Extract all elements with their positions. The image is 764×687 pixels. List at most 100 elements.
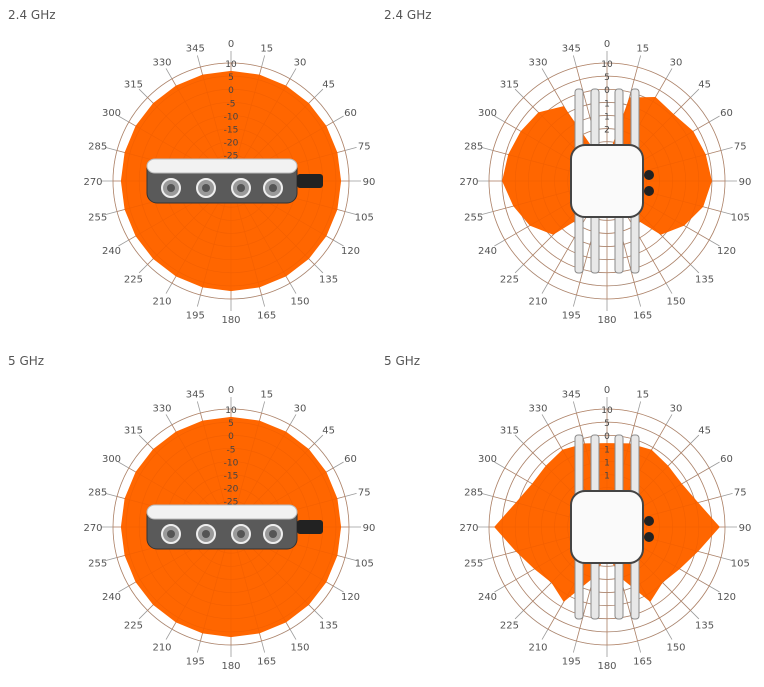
angular-tick-label: 120 [341, 592, 360, 603]
angular-tick-label: 45 [698, 425, 711, 436]
angular-tick-label: 60 [720, 454, 733, 465]
angular-tick-label: 285 [88, 141, 107, 152]
radial-tick-label: 10 [601, 406, 613, 416]
angular-tick-label: 60 [720, 108, 733, 119]
angular-tick-label: 180 [597, 661, 616, 672]
angular-tick-label: 105 [355, 213, 374, 224]
radial-tick-label: 0 [228, 432, 234, 442]
radial-tick-label: -15 [224, 126, 239, 136]
angular-tick-label: 270 [459, 523, 478, 534]
radial-tick-label: 10 [225, 406, 237, 416]
angular-tick-label: 255 [464, 213, 483, 224]
grid-ring [527, 101, 687, 261]
panel-title: 5 GHz [8, 354, 45, 368]
grid-ring [514, 434, 700, 620]
angular-tick-label: 210 [152, 297, 171, 308]
radial-tick-label: 1 [604, 99, 610, 109]
grid-ring [501, 75, 713, 287]
angular-tick-label: 60 [344, 108, 357, 119]
radial-tick-label: 2 [604, 126, 610, 136]
angular-tick-label: 165 [633, 310, 652, 321]
grid-ring [112, 408, 350, 646]
angular-tick-label: 225 [124, 621, 143, 632]
radial-tick-label: 5 [228, 419, 234, 429]
angular-tick-label: 240 [102, 592, 121, 603]
radial-tick-label: -25 [224, 152, 239, 162]
polar-chart: 1050-5-10-15-20-25-300153045607590105120… [83, 39, 375, 326]
angular-tick-label: 135 [319, 275, 338, 286]
angular-tick-label: 0 [604, 39, 610, 50]
panel-title: 5 GHz [384, 354, 421, 368]
angular-tick-label: 0 [228, 39, 234, 50]
angular-tick-label: 285 [464, 141, 483, 152]
angular-tick-label: 285 [464, 487, 483, 498]
access-point-image [146, 504, 323, 550]
angular-tick-label: 135 [695, 275, 714, 286]
angular-tick-label: 345 [186, 390, 205, 401]
angular-tick-label: 15 [636, 390, 649, 401]
grid-ring [514, 88, 700, 274]
chart-panel-2: 2.4 GHz 10 5 0 1 1 2 0 15 30 45 60 75 90 105 120 135 150… [376, 0, 758, 341]
radial-tick-label: -15 [224, 472, 239, 482]
grid-ring [125, 421, 337, 633]
radial-tick-label: -10 [224, 112, 239, 122]
angular-tick-label: 315 [124, 79, 143, 90]
grid-ring [541, 461, 673, 593]
angular-tick-label: 150 [666, 643, 685, 654]
angular-tick-label: 30 [294, 58, 307, 69]
angular-tick-label: 210 [152, 643, 171, 654]
angular-tick-label: 165 [257, 310, 276, 321]
angular-tick-label: 315 [500, 79, 519, 90]
angular-tick-label: 255 [464, 559, 483, 570]
grid-ring [112, 62, 350, 300]
radial-tick-label: 10 [601, 60, 613, 70]
angular-tick-label: 135 [695, 621, 714, 632]
grid-ring [554, 128, 660, 234]
angular-tick-label: 240 [478, 246, 497, 257]
angular-tick-label: 225 [500, 621, 519, 632]
radial-tick-label: -20 [224, 139, 239, 149]
angular-tick-label: 105 [731, 213, 750, 224]
radial-tick-label: -25 [224, 498, 239, 508]
angular-tick-label: 90 [739, 523, 752, 534]
access-point-image [570, 88, 654, 274]
angular-tick-label: 120 [341, 246, 360, 257]
panel-title: 2.4 GHz [384, 8, 432, 22]
radial-tick-label: 5 [604, 73, 610, 83]
angular-tick-label: 105 [731, 559, 750, 570]
panel-title: 2.4 GHz [8, 8, 56, 22]
angular-tick-label: 0 [604, 385, 610, 396]
grid-ring [527, 447, 687, 607]
radial-tick-label: 10 [225, 60, 237, 70]
radial-tick-label: 5 [604, 419, 610, 429]
angular-tick-label: 120 [717, 592, 736, 603]
angular-tick-label: 165 [257, 656, 276, 667]
angular-tick-label: 75 [734, 141, 747, 152]
grid-ring [554, 474, 660, 580]
radial-tick-label: 5 [228, 73, 234, 83]
angular-tick-label: 30 [670, 404, 683, 415]
angular-tick-label: 150 [290, 297, 309, 308]
angular-tick-label: 240 [478, 592, 497, 603]
chart-panel-4: 5 GHz 10 5 0 1 1 1 0 15 30 45 60 75 90 105 120 135 150 16… [376, 346, 758, 687]
angular-tick-label: 0 [228, 385, 234, 396]
angular-tick-label: 105 [355, 559, 374, 570]
angular-tick-label: 285 [88, 487, 107, 498]
angular-tick-label: 270 [83, 177, 102, 188]
angular-tick-label: 240 [102, 246, 121, 257]
angular-tick-label: 15 [260, 44, 273, 55]
angular-tick-label: 330 [152, 404, 171, 415]
angular-tick-label: 60 [344, 454, 357, 465]
radial-tick-label: -10 [224, 458, 239, 468]
angular-tick-label: 195 [186, 310, 205, 321]
angular-tick-label: 195 [562, 310, 581, 321]
radial-tick-label: 0 [604, 432, 610, 442]
angular-tick-label: 195 [186, 656, 205, 667]
angular-tick-label: 90 [739, 177, 752, 188]
chart-panel-3: 5 GHz 1050-5-10-15-20-25-300153045607590… [0, 346, 382, 687]
angular-tick-label: 315 [500, 425, 519, 436]
angular-tick-label: 150 [290, 643, 309, 654]
angular-tick-label: 210 [528, 643, 547, 654]
